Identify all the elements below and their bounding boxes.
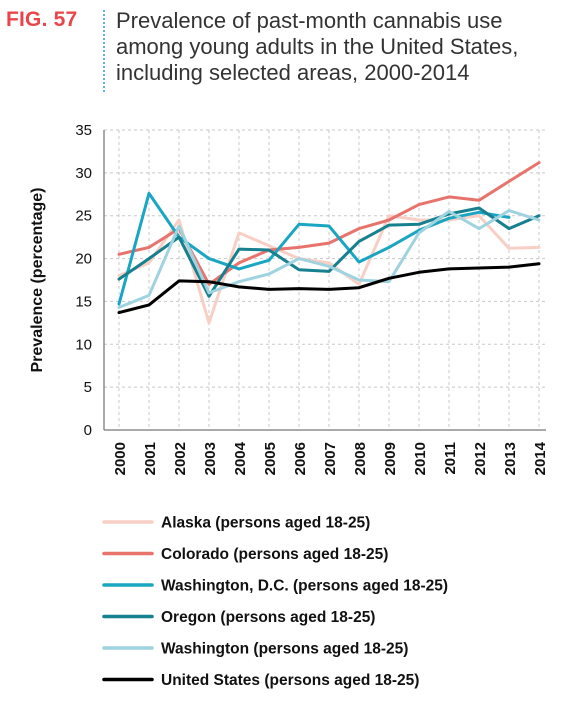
x-tick-label: 2014 xyxy=(532,441,549,475)
tick-labels: 0 5 10 15 20 25 30 35 2000 2001 2002 2003 2004 2005 20… xyxy=(75,122,549,475)
figure-label: FIG. 57 xyxy=(6,8,78,31)
x-tick-label: 2012 xyxy=(472,442,489,475)
y-tick-label: 0 xyxy=(84,422,92,439)
legend-label-colorado: Colorado (persons aged 18-25) xyxy=(161,546,388,563)
title-separator xyxy=(103,10,105,92)
x-tick-label: 2011 xyxy=(442,442,459,475)
x-tick-label: 2009 xyxy=(382,442,399,475)
y-tick-label: 10 xyxy=(75,336,92,353)
x-tick-label: 2003 xyxy=(202,442,219,475)
gridlines xyxy=(104,129,546,430)
y-tick-label: 35 xyxy=(75,122,92,139)
y-tick-label: 5 xyxy=(84,379,92,396)
legend-label-washington: Washington (persons aged 18-25) xyxy=(161,641,408,658)
series-line-oregon xyxy=(117,206,541,298)
x-tick-label: 2013 xyxy=(502,442,519,475)
legend-label-washington-d-c: Washington, D.C. (persons aged 18-25) xyxy=(161,578,448,595)
series-line-washington xyxy=(117,209,541,309)
x-tick-label: 2000 xyxy=(112,442,129,475)
series-line-washington-d-c xyxy=(117,191,511,306)
legend-label-united-states: United States (persons aged 18-25) xyxy=(161,672,419,689)
y-axis-label: Prevalence (percentage) xyxy=(29,188,46,373)
y-tick-label: 25 xyxy=(75,208,92,225)
y-tick-label: 20 xyxy=(75,251,92,268)
chart-title: Prevalence of past-month cannabis use am… xyxy=(116,8,519,85)
x-tick-label: 2007 xyxy=(322,442,339,475)
legend-label-alaska: Alaska (persons aged 18-25) xyxy=(161,515,370,532)
legend: Alaska (persons aged 18-25) Colorado (per… xyxy=(102,515,448,689)
x-tick-label: 2010 xyxy=(412,442,429,475)
x-tick-label: 2002 xyxy=(172,442,189,475)
series-lines xyxy=(117,161,541,325)
axes xyxy=(103,130,546,431)
y-tick-label: 30 xyxy=(75,165,92,182)
x-tick-label: 2004 xyxy=(232,441,249,475)
x-tick-label: 2008 xyxy=(352,442,369,475)
series-line-united-states xyxy=(117,262,541,315)
x-tick-label: 2006 xyxy=(292,442,309,475)
legend-label-oregon: Oregon (persons aged 18-25) xyxy=(161,609,375,626)
x-tick-label: 2005 xyxy=(262,442,279,475)
x-tick-label: 2001 xyxy=(142,442,159,475)
y-tick-label: 15 xyxy=(75,293,92,310)
